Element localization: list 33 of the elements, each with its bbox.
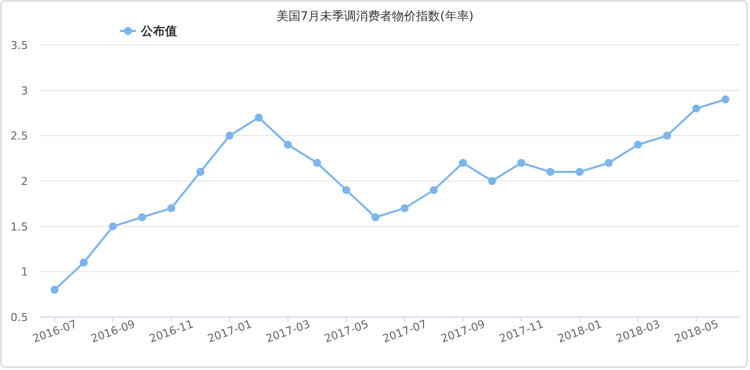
- point: [50, 286, 59, 294]
- point: [634, 140, 642, 149]
- point: [488, 177, 496, 185]
- point: [108, 222, 117, 230]
- point: [254, 114, 263, 122]
- y-tick-label: 1.5: [10, 220, 28, 234]
- point: [226, 132, 234, 140]
- y-tick-label: 2.5: [10, 130, 28, 143]
- point: [196, 168, 204, 176]
- point: [80, 258, 88, 267]
- y-tick-label: 3: [21, 84, 28, 98]
- y-tick-label: 0.5: [10, 311, 28, 324]
- point: [342, 186, 350, 194]
- point: [692, 104, 700, 112]
- y-tick-label: 2: [21, 175, 28, 188]
- legend-label: 公布值: [140, 24, 177, 38]
- point: [313, 158, 322, 167]
- point: [400, 204, 409, 212]
- point: [138, 213, 146, 222]
- point: [430, 186, 438, 194]
- point: [167, 204, 176, 212]
- y-tick-label: 1: [21, 266, 28, 279]
- point: [458, 158, 467, 167]
- point: [284, 140, 292, 149]
- point: [663, 132, 672, 140]
- y-tick-label: 3.5: [10, 39, 28, 52]
- chart-title: 美国7月未季调消费者物价指数(年率): [276, 9, 474, 23]
- point: [721, 95, 730, 104]
- point: [546, 168, 554, 176]
- point: [604, 158, 613, 167]
- point: [576, 168, 584, 176]
- point: [517, 158, 526, 167]
- point: [371, 213, 380, 222]
